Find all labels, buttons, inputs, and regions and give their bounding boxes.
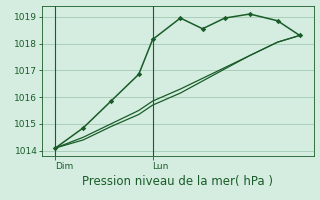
X-axis label: Pression niveau de la mer( hPa ): Pression niveau de la mer( hPa )	[82, 175, 273, 188]
